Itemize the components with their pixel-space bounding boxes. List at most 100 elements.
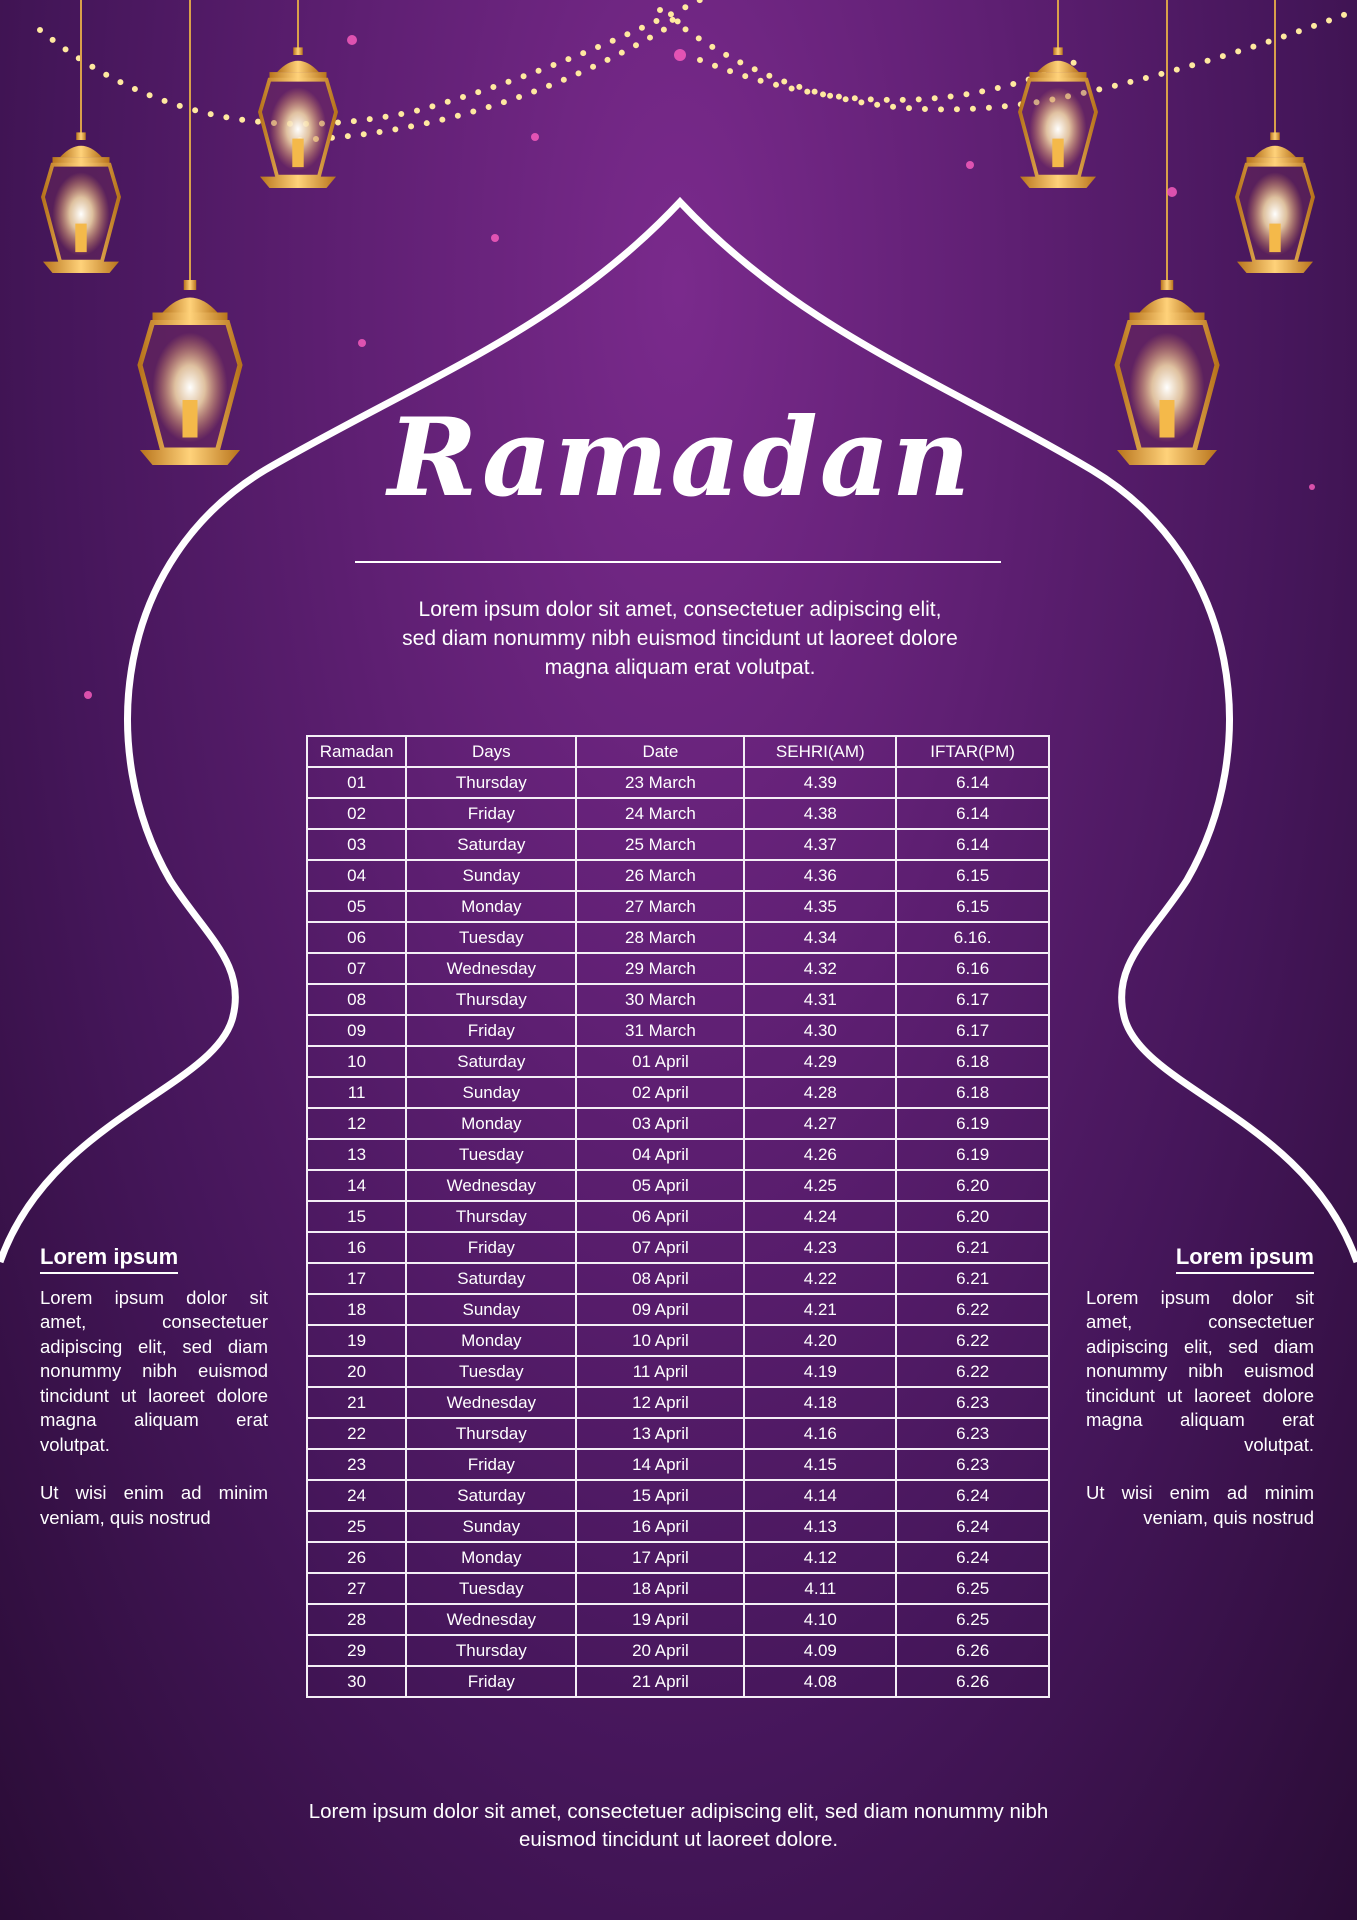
- table-cell: 24 March: [575, 797, 746, 830]
- table-cell: 23: [305, 1448, 408, 1481]
- table-cell: 4.35: [743, 890, 898, 923]
- table-cell: 10: [305, 1045, 408, 1078]
- intro-text: Lorem ipsum dolor sit amet, consectetuer…: [402, 598, 958, 679]
- table-cell: Thursday: [405, 983, 578, 1016]
- table-row: 17 Saturday 08 April 4.22 6.21: [305, 1262, 1050, 1295]
- table-cell: 6.15: [895, 859, 1050, 892]
- table-cell: 6.23: [895, 1417, 1050, 1450]
- table-cell: Thursday: [405, 766, 578, 799]
- table-cell: Wednesday: [405, 1169, 578, 1202]
- table-row: 21 Wednesday 12 April 4.18 6.23: [305, 1386, 1050, 1419]
- table-cell: 6.26: [895, 1665, 1050, 1698]
- table-row: 10 Saturday 01 April 4.29 6.18: [305, 1045, 1050, 1078]
- table-cell: 6.16: [895, 952, 1050, 985]
- table-cell: Sunday: [405, 859, 578, 892]
- table-cell: 6.18: [895, 1076, 1050, 1109]
- footer-text: Lorem ipsum dolor sit amet, consectetuer…: [308, 1800, 1049, 1851]
- table-row: 18 Sunday 09 April 4.21 6.22: [305, 1293, 1050, 1326]
- table-cell: 04 April: [575, 1138, 746, 1171]
- table-cell: Sunday: [405, 1293, 578, 1326]
- table-row: 03 Saturday 25 March 4.37 6.14: [305, 828, 1050, 861]
- right-panel: Lorem ipsum Lorem ipsum dolor sit amet, …: [1086, 1244, 1314, 1554]
- table-cell: Wednesday: [405, 1386, 578, 1419]
- table-cell: 26 March: [575, 859, 746, 892]
- table-cell: 4.29: [743, 1045, 898, 1078]
- table-cell: 15 April: [575, 1479, 746, 1512]
- table-cell: 4.19: [743, 1355, 898, 1388]
- table-cell: Thursday: [405, 1417, 578, 1450]
- table-cell: 04: [305, 859, 408, 892]
- table-row: 25 Sunday 16 April 4.13 6.24: [305, 1510, 1050, 1543]
- table-row: 04 Sunday 26 March 4.36 6.15: [305, 859, 1050, 892]
- table-cell: 6.17: [895, 1014, 1050, 1047]
- table-cell: 4.39: [743, 766, 898, 799]
- table-cell: Tuesday: [405, 1138, 578, 1171]
- table-cell: 6.19: [895, 1138, 1050, 1171]
- table-cell: 6.23: [895, 1386, 1050, 1419]
- table-cell: 28: [305, 1603, 408, 1636]
- table-row: 09 Friday 31 March 4.30 6.17: [305, 1014, 1050, 1047]
- table-cell: 13 April: [575, 1417, 746, 1450]
- table-cell: 17: [305, 1262, 408, 1295]
- table-cell: 4.34: [743, 921, 898, 954]
- table-cell: 4.37: [743, 828, 898, 861]
- table-cell: 14 April: [575, 1448, 746, 1481]
- table-cell: 18: [305, 1293, 408, 1326]
- table-cell: 6.21: [895, 1262, 1050, 1295]
- table-cell: 27: [305, 1572, 408, 1605]
- table-cell: 02 April: [575, 1076, 746, 1109]
- table-row: 29 Thursday 20 April 4.09 6.26: [305, 1634, 1050, 1667]
- table-cell: 6.16.: [895, 921, 1050, 954]
- table-cell: 4.32: [743, 952, 898, 985]
- table-cell: Friday: [405, 1231, 578, 1264]
- sparkles: [84, 35, 1315, 699]
- table-cell: 6.24: [895, 1510, 1050, 1543]
- table-cell: 4.10: [743, 1603, 898, 1636]
- table-cell: 4.11: [743, 1572, 898, 1605]
- table-cell: Friday: [405, 1448, 578, 1481]
- table-cell: Friday: [405, 1014, 578, 1047]
- table-cell: 16: [305, 1231, 408, 1264]
- table-cell: 03 April: [575, 1107, 746, 1140]
- table-cell: 6.15: [895, 890, 1050, 923]
- table-cell: 25: [305, 1510, 408, 1543]
- table-cell: 4.24: [743, 1200, 898, 1233]
- table-cell: 6.26: [895, 1634, 1050, 1667]
- table-cell: 02: [305, 797, 408, 830]
- left-panel: Lorem ipsum Lorem ipsum dolor sit amet, …: [40, 1244, 268, 1554]
- table-cell: 6.22: [895, 1293, 1050, 1326]
- table-cell: 05 April: [575, 1169, 746, 1202]
- table-cell: 4.15: [743, 1448, 898, 1481]
- table-cell: 06 April: [575, 1200, 746, 1233]
- table-cell: 29 March: [575, 952, 746, 985]
- left-panel-text-2: Ut wisi enim ad minim veniam, quis nostr…: [40, 1482, 268, 1528]
- table-cell: 20 April: [575, 1634, 746, 1667]
- table-cell: 16 April: [575, 1510, 746, 1543]
- table-cell: 12: [305, 1107, 408, 1140]
- title-divider: [355, 561, 1001, 563]
- table-cell: 4.31: [743, 983, 898, 1016]
- table-cell: 6.19: [895, 1107, 1050, 1140]
- ramadan-timetable: Ramadan Days Date SEHRI(AM) IFTAR(PM) 01 Thur…: [305, 735, 1050, 1698]
- table-cell: 4.18: [743, 1386, 898, 1419]
- table-cell: 09: [305, 1014, 408, 1047]
- column-header: Days: [405, 735, 578, 768]
- page-title: Ramadan: [387, 395, 973, 521]
- table-row: 01 Thursday 23 March 4.39 6.14: [305, 766, 1050, 799]
- table-cell: 4.25: [743, 1169, 898, 1202]
- table-row: 14 Wednesday 05 April 4.25 6.20: [305, 1169, 1050, 1202]
- table-cell: Monday: [405, 890, 578, 923]
- table-cell: 29: [305, 1634, 408, 1667]
- table-cell: 4.27: [743, 1107, 898, 1140]
- table-cell: 4.09: [743, 1634, 898, 1667]
- table-cell: 4.28: [743, 1076, 898, 1109]
- table-cell: 4.38: [743, 797, 898, 830]
- table-cell: 6.14: [895, 797, 1050, 830]
- table-cell: 24: [305, 1479, 408, 1512]
- table-row: 16 Friday 07 April 4.23 6.21: [305, 1231, 1050, 1264]
- table-cell: 4.16: [743, 1417, 898, 1450]
- table-cell: 11: [305, 1076, 408, 1109]
- table-row: 11 Sunday 02 April 4.28 6.18: [305, 1076, 1050, 1109]
- table-cell: 6.18: [895, 1045, 1050, 1078]
- table-cell: 27 March: [575, 890, 746, 923]
